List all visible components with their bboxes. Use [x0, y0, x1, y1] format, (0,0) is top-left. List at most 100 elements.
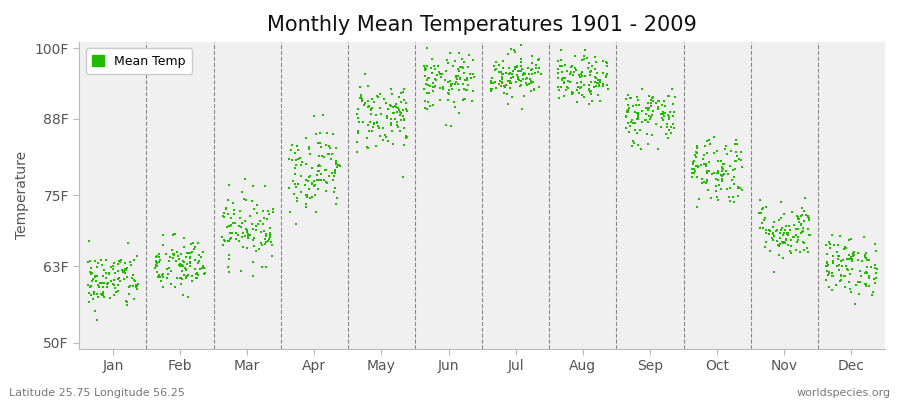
Point	[619, 96, 634, 102]
Point	[186, 240, 201, 247]
Point	[572, 90, 586, 97]
Point	[447, 103, 462, 110]
Point	[193, 266, 207, 272]
Point	[800, 214, 814, 220]
Point	[428, 76, 442, 82]
Point	[367, 121, 382, 128]
Point	[754, 206, 769, 212]
Point	[618, 113, 633, 120]
Point	[490, 58, 504, 65]
Point	[638, 111, 652, 117]
Point	[122, 240, 136, 246]
Point	[390, 121, 404, 128]
Point	[216, 242, 230, 248]
Point	[172, 262, 186, 268]
Point	[716, 172, 730, 178]
Point	[328, 145, 343, 151]
Point	[94, 291, 108, 297]
Point	[241, 231, 256, 237]
Point	[702, 159, 716, 166]
Point	[170, 275, 184, 281]
Point	[284, 146, 298, 153]
Point	[124, 275, 139, 282]
Point	[112, 278, 127, 284]
Point	[774, 198, 788, 205]
Point	[290, 195, 304, 201]
Point	[435, 71, 449, 77]
Point	[329, 164, 344, 170]
Point	[250, 220, 265, 227]
Point	[789, 232, 804, 238]
Point	[630, 110, 644, 116]
Point	[108, 285, 122, 291]
Point	[418, 66, 433, 72]
Point	[645, 95, 660, 101]
Point	[467, 74, 482, 80]
Point	[322, 151, 337, 157]
Point	[781, 222, 796, 229]
Point	[691, 195, 706, 202]
Point	[294, 188, 309, 195]
Point	[842, 270, 857, 277]
Point	[593, 77, 608, 84]
Point	[642, 105, 656, 111]
Point	[511, 68, 526, 74]
Point	[844, 236, 859, 243]
Point	[302, 151, 317, 158]
Point	[397, 97, 411, 103]
Point	[370, 120, 384, 126]
Point	[307, 178, 321, 185]
Point	[223, 222, 238, 229]
Point	[84, 292, 98, 298]
Point	[706, 134, 721, 141]
Point	[248, 248, 263, 254]
Point	[104, 264, 119, 270]
Point	[441, 90, 455, 96]
Point	[831, 253, 845, 259]
Point	[428, 66, 443, 72]
Point	[223, 215, 238, 221]
Point	[668, 93, 682, 100]
Point	[235, 220, 249, 226]
Point	[718, 143, 733, 150]
Point	[587, 84, 601, 90]
Point	[755, 220, 770, 226]
Point	[384, 86, 399, 92]
Point	[822, 284, 836, 290]
Point	[508, 64, 522, 71]
Point	[862, 257, 877, 263]
Point	[723, 185, 737, 192]
Point	[483, 88, 498, 94]
Point	[793, 249, 807, 255]
Point	[350, 139, 365, 145]
Point	[640, 105, 654, 111]
Point	[107, 276, 122, 283]
Point	[358, 71, 373, 77]
Point	[860, 264, 874, 270]
Point	[643, 116, 657, 122]
Point	[219, 206, 233, 213]
Point	[708, 183, 723, 190]
Point	[514, 56, 528, 62]
Point	[562, 70, 577, 77]
Point	[148, 264, 163, 271]
Point	[191, 240, 205, 246]
Point	[254, 229, 268, 235]
Point	[426, 80, 440, 86]
Point	[451, 66, 465, 72]
Point	[711, 158, 725, 164]
Point	[322, 144, 337, 151]
Point	[588, 66, 602, 73]
Point	[263, 225, 277, 231]
Point	[238, 232, 252, 239]
Point	[500, 90, 514, 97]
Point	[360, 144, 374, 150]
Point	[224, 235, 238, 242]
Point	[127, 296, 141, 302]
Point	[312, 162, 327, 169]
Point	[775, 238, 789, 245]
Point	[495, 70, 509, 77]
Point	[423, 83, 437, 90]
Point	[523, 76, 537, 82]
Point	[265, 242, 279, 248]
